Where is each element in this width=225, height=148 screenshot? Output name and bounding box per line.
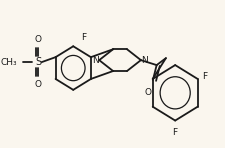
Text: O: O xyxy=(34,80,42,89)
Text: N: N xyxy=(92,56,99,65)
Text: CH₃: CH₃ xyxy=(1,58,18,67)
Text: O: O xyxy=(34,35,42,44)
Text: O: O xyxy=(144,88,151,97)
Text: S: S xyxy=(35,57,41,67)
Text: F: F xyxy=(202,73,207,81)
Text: F: F xyxy=(81,33,86,42)
Text: F: F xyxy=(173,128,178,137)
Text: N: N xyxy=(141,56,148,65)
